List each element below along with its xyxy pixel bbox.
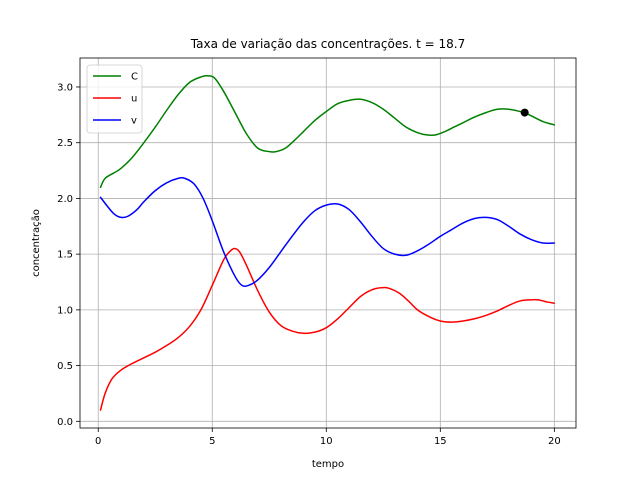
grid — [80, 58, 576, 428]
axis-ticks: 0 5 10 15 20 0.0 0.5 1.0 1.5 2.0 2.5 3.0 — [57, 82, 561, 447]
marker-layer — [520, 108, 529, 117]
y-tick-label: 2.0 — [57, 194, 73, 205]
series-line-u — [99, 247, 556, 411]
legend: Cuv — [86, 64, 143, 134]
x-tick-label: 15 — [434, 436, 447, 447]
legend-box — [86, 64, 143, 134]
x-tick-label: 0 — [95, 436, 101, 447]
y-tick-label: 1.5 — [57, 250, 73, 261]
x-tick-label: 5 — [209, 436, 215, 447]
y-tick-label: 1.0 — [57, 305, 73, 316]
x-axis-label: tempo — [312, 459, 344, 470]
series-line-C — [99, 75, 556, 189]
x-tick-label: 10 — [320, 436, 333, 447]
plot-frame — [79, 57, 577, 429]
series-lines — [99, 75, 556, 411]
legend-label-u: u — [131, 94, 137, 105]
y-tick-label: 2.5 — [57, 138, 73, 149]
y-axis-label: concentração — [31, 209, 42, 277]
current-time-marker — [520, 108, 529, 117]
legend-label-C: C — [131, 72, 138, 83]
chart-title: Taxa de variação das concentrações. t = … — [190, 37, 465, 51]
y-tick-label: 3.0 — [57, 82, 73, 93]
series-line-v — [99, 176, 556, 288]
x-tick-label: 20 — [548, 436, 561, 447]
y-tick-label: 0.0 — [57, 417, 73, 428]
y-tick-label: 0.5 — [57, 361, 73, 372]
legend-label-v: v — [131, 116, 137, 127]
